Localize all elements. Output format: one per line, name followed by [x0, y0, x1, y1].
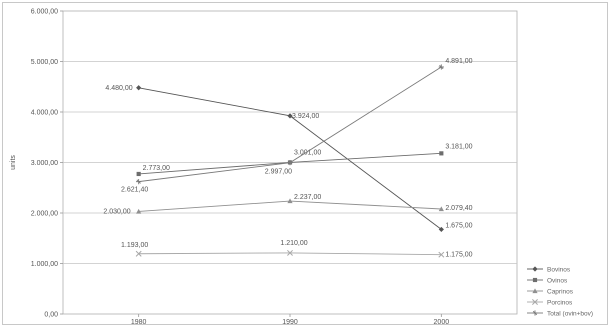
legend-label: Porcinos — [547, 300, 573, 307]
legend-marker — [532, 266, 538, 272]
data-label: 1.193,00 — [121, 242, 148, 249]
data-label: 3.924,00 — [292, 113, 319, 120]
legend-marker — [532, 299, 538, 305]
y-tick-label: 2.000,00 — [31, 211, 58, 218]
data-label: 2.030,00 — [103, 208, 130, 215]
data-point — [287, 160, 293, 166]
data-point — [136, 208, 142, 214]
data-point — [136, 85, 142, 91]
data-label: 2.079,40 — [445, 205, 472, 212]
data-label: 4.480,00 — [105, 85, 132, 92]
legend-marker — [532, 288, 538, 294]
data-point — [287, 249, 293, 256]
data-label: 1.675,00 — [445, 222, 472, 229]
legend-label: Caprinos — [547, 289, 574, 296]
y-axis-title: units — [10, 155, 17, 170]
data-point — [287, 113, 293, 119]
legend-label: Total (ovin+bov) — [547, 311, 593, 318]
data-label: 2.621,40 — [121, 187, 148, 194]
x-tick-label: 2000 — [434, 319, 450, 326]
data-label: 4.891,00 — [445, 58, 472, 65]
legend-marker — [532, 310, 538, 316]
data-label: 2.237,00 — [294, 194, 321, 201]
x-tick-label: 1980 — [131, 319, 147, 326]
legend-label: Ovinos — [547, 278, 568, 285]
data-point — [438, 64, 444, 70]
y-tick-label: 4.000,00 — [31, 110, 58, 117]
data-point — [438, 206, 444, 212]
data-point — [287, 198, 293, 204]
y-tick-label: 3.000,00 — [31, 160, 58, 167]
data-point — [439, 151, 444, 156]
data-label: 2.997,00 — [265, 169, 292, 176]
x-tick-label: 1990 — [282, 319, 298, 326]
y-tick-label: 5.000,00 — [31, 59, 58, 66]
data-label: 1.210,00 — [280, 240, 307, 247]
data-point — [135, 250, 142, 257]
data-label: 3.181,00 — [445, 143, 472, 150]
legend-label: Bovinos — [547, 267, 571, 274]
data-point — [438, 226, 444, 233]
data-label: 3.001,00 — [294, 149, 321, 156]
legend-marker — [532, 277, 538, 283]
y-tick-label: 1.000,00 — [31, 261, 58, 268]
data-label: 1.175,00 — [445, 252, 472, 259]
data-point — [136, 171, 141, 177]
line-chart: 0,00 1.000,00 2.000,00 3.000,00 4.000,00 5.00… — [10, 9, 593, 327]
data-point — [136, 179, 142, 185]
y-tick-label: 6.000,00 — [31, 9, 58, 16]
data-label: 2.773,00 — [143, 165, 170, 172]
data-point — [438, 251, 445, 258]
chart-frame: 0,00 1.000,00 2.000,00 3.000,00 4.000,00 5.00… — [2, 2, 608, 327]
y-tick-label: 0,00 — [44, 312, 58, 319]
